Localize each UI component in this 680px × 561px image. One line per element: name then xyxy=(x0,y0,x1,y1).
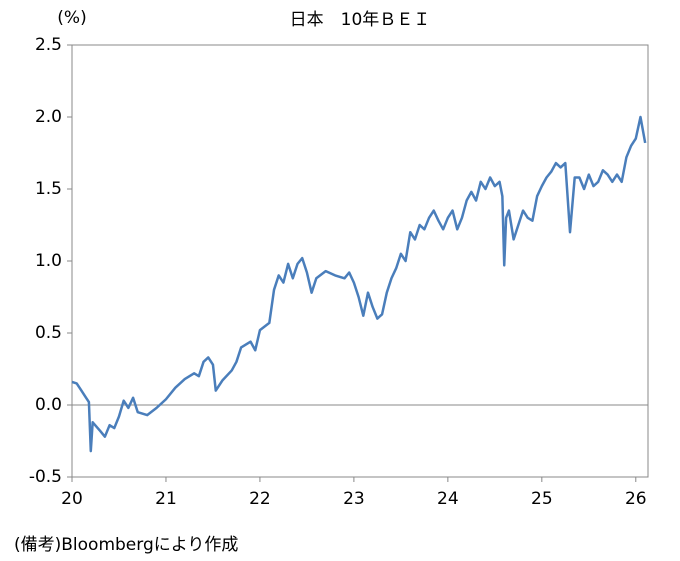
x-tick-label: 21 xyxy=(155,489,177,509)
y-tick-label: 1.5 xyxy=(35,179,62,199)
x-tick-label: 25 xyxy=(531,489,553,509)
x-tick-label: 23 xyxy=(343,489,365,509)
x-tick-label: 26 xyxy=(625,489,647,509)
y-tick-label: -0.5 xyxy=(29,467,62,487)
y-tick-label: 0.0 xyxy=(35,395,62,415)
x-tick-label: 24 xyxy=(437,489,459,509)
x-tick-label: 20 xyxy=(61,489,83,509)
y-axis-label: (%) xyxy=(57,8,86,28)
y-tick-label: 0.5 xyxy=(35,323,62,343)
chart-title: 日本 10年ＢＥＩ xyxy=(290,10,431,30)
data-line xyxy=(71,115,647,453)
y-tick-label: 2.0 xyxy=(35,107,62,127)
x-tick-label: 22 xyxy=(249,489,271,509)
note: (備考)Bloombergにより作成 xyxy=(14,535,238,555)
y-tick-label: 2.5 xyxy=(35,35,62,55)
y-tick-label: 1.0 xyxy=(35,251,62,271)
